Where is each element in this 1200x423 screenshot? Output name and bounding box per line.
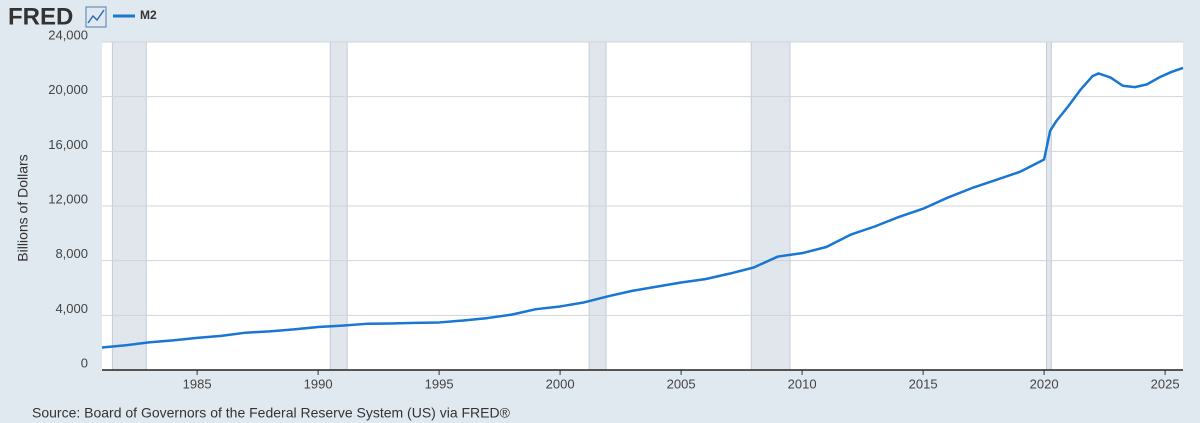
x-tick-label: 1985: [183, 376, 212, 391]
x-tick-label: 2020: [1030, 376, 1059, 391]
x-tick-label: 2025: [1151, 376, 1180, 391]
legend-label: M2: [140, 8, 157, 22]
logo-icon: [85, 6, 107, 28]
y-axis-title: Billions of Dollars: [15, 154, 31, 261]
logo: FRED: [8, 3, 73, 30]
y-tick-label: 8,000: [55, 246, 88, 261]
x-tick-label: 2000: [546, 376, 575, 391]
x-tick-label: 1995: [425, 376, 454, 391]
y-tick-label: 4,000: [55, 301, 88, 316]
x-tick-label: 2015: [909, 376, 938, 391]
series-line: [101, 66, 1184, 349]
x-tick-label: 2005: [667, 376, 696, 391]
x-tick-label: 1990: [304, 376, 333, 391]
y-tick-label: 20,000: [48, 82, 88, 97]
y-tick-label: 16,000: [48, 137, 88, 152]
source-note: Source: Board of Governors of the Federa…: [32, 405, 511, 421]
y-tick-label: 24,000: [48, 27, 88, 42]
y-tick-label: 0: [81, 355, 88, 370]
x-tick-label: 2010: [788, 376, 817, 391]
y-tick-label: 12,000: [48, 191, 88, 206]
